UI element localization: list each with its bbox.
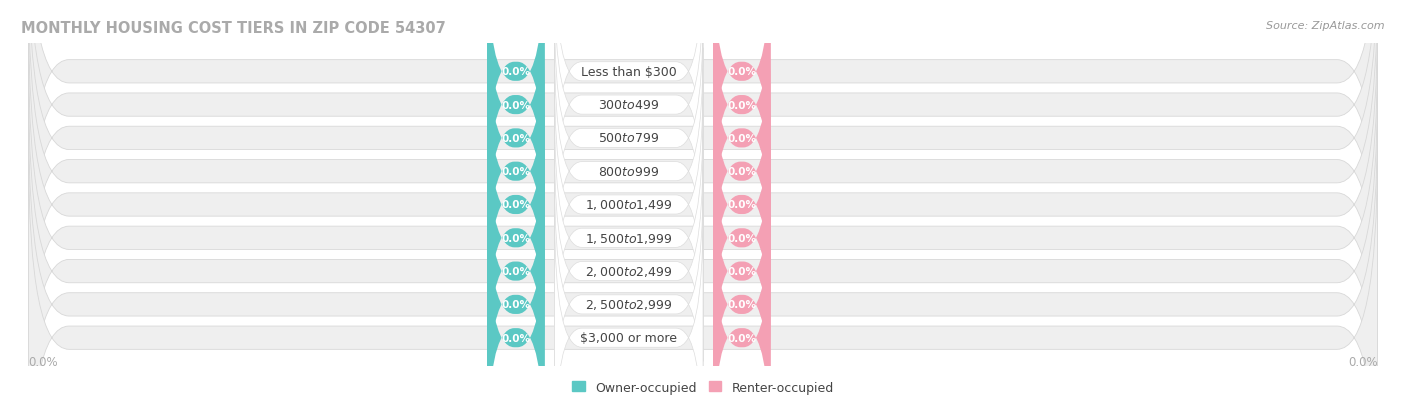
Text: 0.0%: 0.0% [727,100,756,110]
FancyBboxPatch shape [713,82,770,328]
Text: $2,500 to $2,999: $2,500 to $2,999 [585,298,672,312]
FancyBboxPatch shape [554,115,703,361]
Text: 0.0%: 0.0% [502,333,530,343]
FancyBboxPatch shape [554,214,703,413]
Text: 0.0%: 0.0% [1348,355,1378,368]
Text: $1,000 to $1,499: $1,000 to $1,499 [585,198,672,212]
Text: 0.0%: 0.0% [727,266,756,276]
FancyBboxPatch shape [28,0,1378,359]
Text: 0.0%: 0.0% [727,67,756,77]
FancyBboxPatch shape [554,15,703,262]
FancyBboxPatch shape [554,181,703,413]
FancyBboxPatch shape [713,0,770,229]
FancyBboxPatch shape [554,0,703,195]
Text: 0.0%: 0.0% [727,133,756,144]
FancyBboxPatch shape [713,181,770,413]
FancyBboxPatch shape [554,0,703,229]
FancyBboxPatch shape [486,15,544,262]
FancyBboxPatch shape [28,150,1378,413]
FancyBboxPatch shape [713,0,770,195]
Text: 0.0%: 0.0% [502,167,530,177]
Text: 0.0%: 0.0% [727,233,756,243]
FancyBboxPatch shape [28,50,1378,413]
Text: $800 to $999: $800 to $999 [598,165,659,178]
Text: 0.0%: 0.0% [28,355,58,368]
Text: 0.0%: 0.0% [727,333,756,343]
FancyBboxPatch shape [28,0,1378,260]
FancyBboxPatch shape [486,82,544,328]
FancyBboxPatch shape [486,181,544,413]
Text: $1,500 to $1,999: $1,500 to $1,999 [585,231,672,245]
FancyBboxPatch shape [554,82,703,328]
FancyBboxPatch shape [486,48,544,295]
FancyBboxPatch shape [554,48,703,295]
FancyBboxPatch shape [713,148,770,395]
FancyBboxPatch shape [713,214,770,413]
Text: Less than $300: Less than $300 [581,66,676,78]
FancyBboxPatch shape [28,0,1378,293]
Text: 0.0%: 0.0% [502,67,530,77]
FancyBboxPatch shape [713,15,770,262]
Text: 0.0%: 0.0% [502,233,530,243]
FancyBboxPatch shape [486,214,544,413]
FancyBboxPatch shape [28,117,1378,413]
Text: $500 to $799: $500 to $799 [598,132,659,145]
Text: 0.0%: 0.0% [502,100,530,110]
FancyBboxPatch shape [486,0,544,195]
FancyBboxPatch shape [28,17,1378,393]
FancyBboxPatch shape [713,48,770,295]
Text: 0.0%: 0.0% [727,167,756,177]
FancyBboxPatch shape [713,115,770,361]
FancyBboxPatch shape [486,115,544,361]
Legend: Owner-occupied, Renter-occupied: Owner-occupied, Renter-occupied [568,375,838,399]
FancyBboxPatch shape [554,148,703,395]
FancyBboxPatch shape [486,148,544,395]
Text: $3,000 or more: $3,000 or more [581,331,678,344]
Text: 0.0%: 0.0% [502,200,530,210]
Text: 0.0%: 0.0% [727,300,756,310]
Text: 0.0%: 0.0% [502,300,530,310]
Text: 0.0%: 0.0% [502,266,530,276]
Text: $300 to $499: $300 to $499 [598,99,659,112]
Text: $2,000 to $2,499: $2,000 to $2,499 [585,264,672,278]
Text: Source: ZipAtlas.com: Source: ZipAtlas.com [1267,21,1385,31]
Text: 0.0%: 0.0% [727,200,756,210]
Text: MONTHLY HOUSING COST TIERS IN ZIP CODE 54307: MONTHLY HOUSING COST TIERS IN ZIP CODE 5… [21,21,446,36]
FancyBboxPatch shape [28,0,1378,326]
FancyBboxPatch shape [486,0,544,229]
Text: 0.0%: 0.0% [502,133,530,144]
FancyBboxPatch shape [28,84,1378,413]
